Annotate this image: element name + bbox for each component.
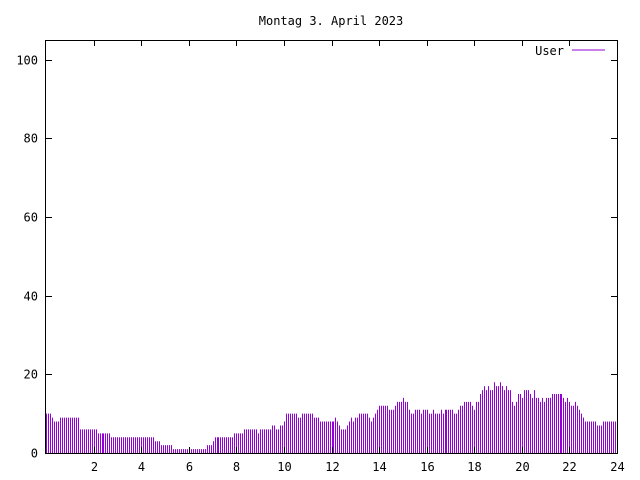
x-tick-label: 22: [562, 460, 576, 474]
x-tick-label: 16: [420, 460, 434, 474]
x-tick-label: 24: [610, 460, 624, 474]
y-tick-label: 20: [24, 368, 38, 382]
y-tick-label: 0: [31, 447, 38, 461]
y-tick-label: 80: [24, 132, 38, 146]
x-tick-label: 12: [325, 460, 339, 474]
y-tick-label: 60: [24, 211, 38, 225]
legend-label-user: User: [535, 44, 564, 58]
x-tick-label: 20: [515, 460, 529, 474]
y-tick-label: 100: [16, 54, 38, 68]
bars: [46, 382, 616, 453]
chart-title: Montag 3. April 2023: [259, 14, 404, 28]
x-tick-label: 6: [186, 460, 193, 474]
x-tick-label: 10: [277, 460, 291, 474]
x-tick-label: 2: [91, 460, 98, 474]
x-tick-label: 4: [138, 460, 145, 474]
plot-border: [45, 40, 618, 454]
x-tick-label: 18: [467, 460, 481, 474]
legend: User: [535, 44, 605, 58]
y-tick-label: 40: [24, 290, 38, 304]
x-tick-label: 8: [233, 460, 240, 474]
x-tick-label: 14: [372, 460, 386, 474]
